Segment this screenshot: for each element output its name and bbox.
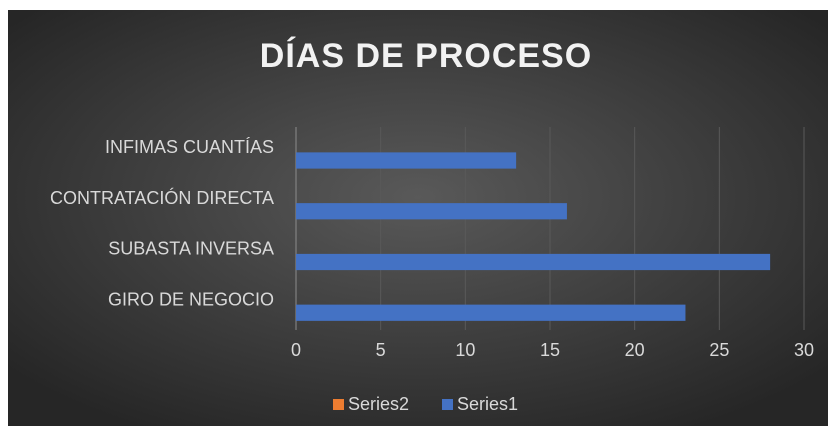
legend-label: Series2 [348, 394, 409, 414]
bar [296, 203, 567, 220]
y-tick-label: SUBASTA INVERSA [108, 239, 274, 259]
x-tick-label: 25 [709, 340, 729, 360]
x-tick-label: 10 [455, 340, 475, 360]
y-tick-label: GIRO DE NEGOCIO [108, 289, 274, 309]
x-tick-label: 15 [540, 340, 560, 360]
x-tick-label: 30 [794, 340, 814, 360]
x-tick-label: 0 [291, 340, 301, 360]
chart-title: DÍAS DE PROCESO [260, 37, 592, 75]
legend-swatch [333, 399, 344, 410]
y-tick-label: INFIMAS CUANTÍAS [105, 137, 274, 157]
bar [296, 304, 686, 321]
legend-label: Series1 [457, 394, 518, 414]
y-tick-label: CONTRATACIÓN DIRECTA [50, 187, 274, 208]
bar [296, 152, 517, 169]
bar [296, 253, 771, 271]
x-tick-label: 20 [625, 340, 645, 360]
x-tick-label: 5 [376, 340, 386, 360]
legend-swatch [442, 399, 453, 410]
